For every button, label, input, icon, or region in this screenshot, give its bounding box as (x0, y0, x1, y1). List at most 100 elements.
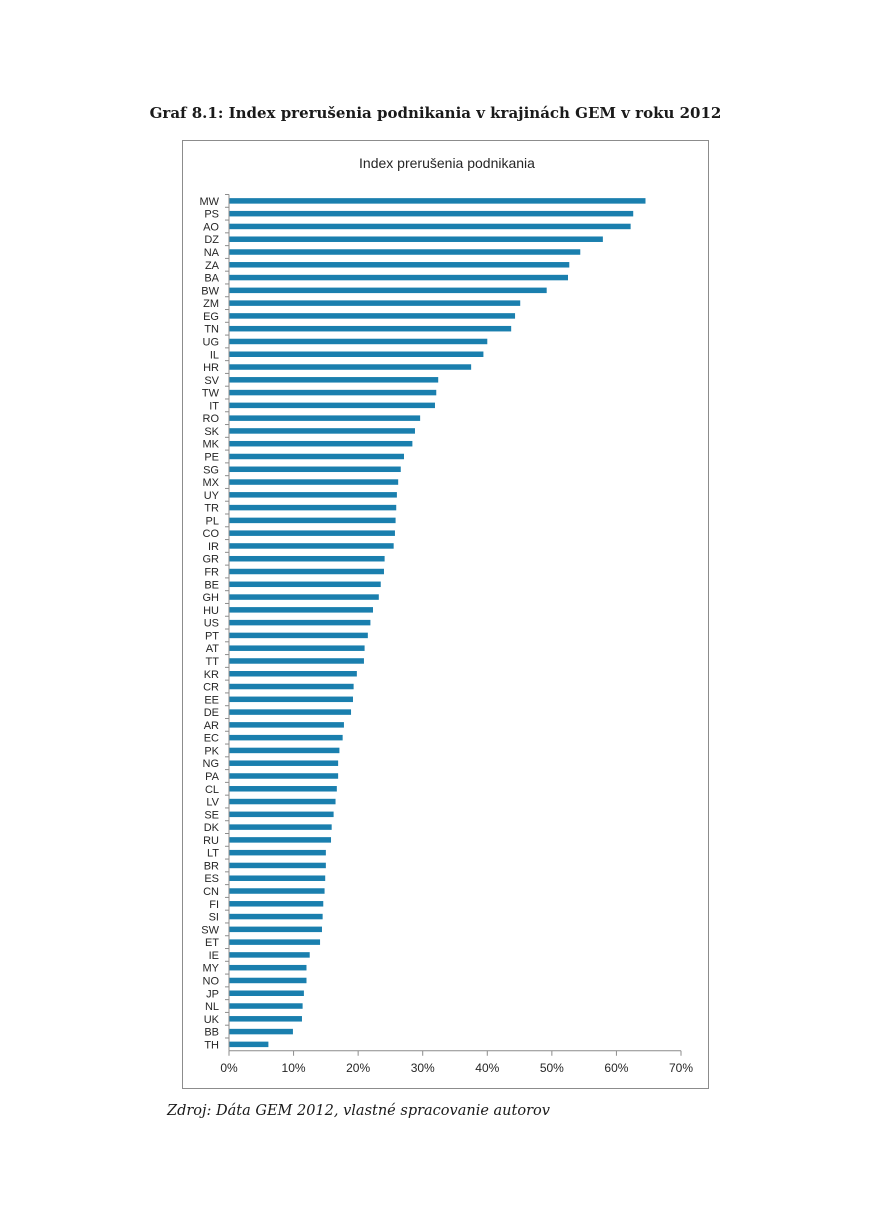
bar-sw (229, 926, 322, 933)
bar-no (229, 977, 307, 984)
category-label-na: NA (204, 247, 220, 259)
x-tick-label: 10% (282, 1061, 306, 1075)
bar-ir (229, 543, 394, 549)
chart-title: Index prerušenia podnikania (359, 155, 535, 171)
category-label-lv: LV (206, 797, 219, 809)
category-label-us: US (204, 618, 219, 630)
bar-mx (229, 479, 399, 485)
bar-ar (229, 722, 344, 728)
category-label-ng: NG (203, 758, 220, 770)
category-label-sg: SG (203, 464, 219, 476)
category-label-sv: SV (204, 375, 219, 387)
category-label-ug: UG (203, 336, 220, 348)
x-axis-ticks: 0% 10% 20% 30% 40% 50% 60% 70% (220, 1050, 693, 1075)
chart-frame: Index prerušenia podnikania MW PS AO DZ NA ZA… (182, 140, 709, 1089)
bar-sv (229, 377, 439, 383)
category-label-cr: CR (203, 682, 219, 694)
bar-br (229, 862, 326, 869)
category-label-mk: MK (203, 439, 220, 451)
bar-ng (229, 760, 339, 766)
category-label-br: BR (204, 860, 219, 872)
bar-tt (229, 658, 364, 664)
category-label-de: DE (204, 707, 219, 719)
bar-es (229, 875, 326, 881)
bar-si (229, 913, 323, 920)
bar-uy (229, 492, 397, 498)
category-label-ec: EC (204, 733, 219, 745)
category-label-cl: CL (205, 784, 219, 796)
category-label-dz: DZ (204, 234, 219, 246)
category-label-pt: PT (205, 630, 219, 642)
x-tick-label: 70% (669, 1061, 693, 1075)
bar-ec (229, 734, 343, 741)
bar-gr (229, 555, 385, 562)
bar-it (229, 402, 435, 409)
x-tick-label: 20% (346, 1061, 370, 1075)
category-label-mw: MW (199, 196, 219, 208)
bar-kr (229, 671, 357, 677)
category-label-za: ZA (205, 260, 220, 272)
category-label-fr: FR (204, 567, 219, 579)
category-label-lt: LT (207, 848, 219, 860)
bar-bw (229, 287, 547, 294)
category-label-pa: PA (205, 771, 220, 783)
category-label-pk: PK (204, 745, 219, 757)
bar-pe (229, 453, 404, 460)
bar-na (229, 249, 581, 255)
bar-mw (229, 198, 646, 204)
document-title: Graf 8.1: Index prerušenia podnikania v … (149, 104, 722, 122)
bar-pa (229, 773, 339, 779)
bar-ao (229, 223, 631, 230)
bar-th (229, 1041, 269, 1048)
category-label-co: CO (203, 528, 220, 540)
bar-pk (229, 747, 340, 754)
category-label-nl: NL (205, 1001, 219, 1013)
category-label-no: NO (203, 975, 220, 987)
category-label-my: MY (203, 963, 220, 975)
bar-cl (229, 786, 337, 792)
bar-ru (229, 837, 332, 843)
category-label-ar: AR (204, 720, 219, 732)
bar-tw (229, 389, 437, 396)
bar-uk (229, 1016, 302, 1022)
bar-zm (229, 300, 521, 306)
category-label-tt: TT (206, 656, 220, 668)
bar-lv (229, 798, 336, 805)
bar-ro (229, 415, 421, 421)
x-tick-label: 40% (475, 1061, 499, 1075)
category-label-th: TH (204, 1039, 219, 1051)
category-label-cn: CN (203, 886, 219, 898)
category-label-it: IT (209, 400, 219, 412)
category-label-tn: TN (204, 324, 219, 336)
bar-pt (229, 632, 368, 639)
bar-nl (229, 1003, 303, 1009)
category-label-jp: JP (206, 988, 219, 1000)
bar-il (229, 351, 484, 357)
x-tick-label: 30% (411, 1061, 435, 1075)
category-label-bb: BB (204, 1027, 219, 1039)
category-label-fi: FI (209, 899, 219, 911)
bar-et (229, 939, 321, 945)
category-label-es: ES (204, 873, 219, 885)
bar-bb (229, 1028, 293, 1035)
bar-hu (229, 607, 373, 613)
bar-sk (229, 428, 415, 434)
bar-pl (229, 517, 396, 524)
bar-my (229, 964, 307, 971)
category-label-dk: DK (204, 822, 220, 834)
category-label-uk: UK (204, 1014, 220, 1026)
category-label-ie: IE (209, 950, 219, 962)
bar-us (229, 619, 371, 626)
bar-cr (229, 683, 354, 690)
bar-co (229, 530, 395, 536)
x-tick-label: 0% (220, 1061, 238, 1075)
source-note: Zdroj: Dáta GEM 2012, vlastné spracovani… (167, 1103, 550, 1119)
category-label-hr: HR (203, 362, 219, 374)
category-label-be: BE (204, 579, 219, 591)
category-label-hu: HU (203, 605, 219, 617)
bar-be (229, 581, 381, 588)
bar-dz (229, 236, 603, 242)
category-labels: MWPSAODZNAZABABWZMEGTNUGILHRSVTWITROSKMK… (199, 194, 229, 1051)
bar-lt (229, 849, 326, 856)
bar-ug (229, 338, 488, 345)
